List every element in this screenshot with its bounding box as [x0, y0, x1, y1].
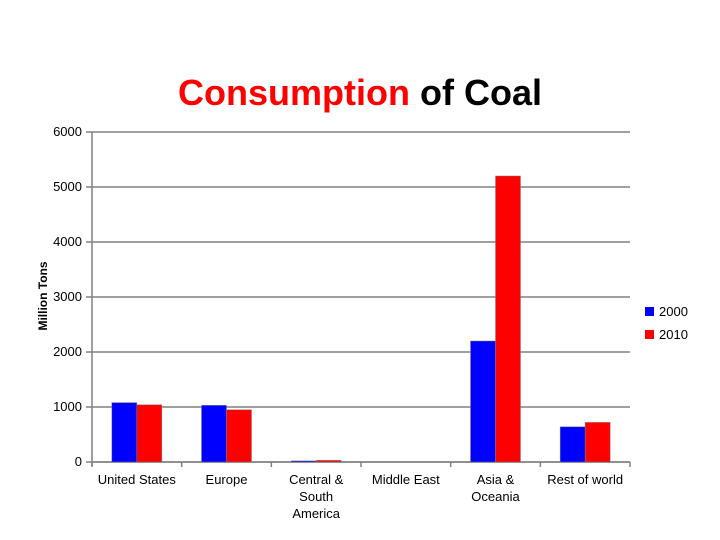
y-axis-title: Million Tons — [36, 261, 50, 330]
bar-2000 — [559, 426, 586, 463]
x-category-label: United States — [98, 472, 177, 487]
legend-label-2000: 2000 — [659, 304, 688, 319]
x-category-label-line: America — [292, 506, 340, 521]
x-category-label-line: Europe — [206, 472, 248, 487]
y-tick-label: 1000 — [53, 399, 82, 414]
legend-swatch-2010 — [645, 330, 654, 339]
x-category-label: Central & South America — [289, 472, 344, 521]
bar-2000 — [290, 460, 317, 463]
x-category-label-line: South — [299, 489, 333, 504]
x-category-label-line: Oceania — [471, 489, 520, 504]
chart-title-part-1: Consumption — [178, 72, 410, 113]
bar-2010 — [315, 460, 342, 463]
bar-2000 — [111, 402, 138, 463]
bar-2010 — [584, 422, 611, 463]
y-tick-label: 5000 — [53, 179, 82, 194]
x-category-label-line: United States — [98, 472, 177, 487]
bar-2010 — [226, 409, 252, 463]
x-category-label: Asia & Oceania — [471, 472, 520, 504]
x-category-label-line: Asia & — [477, 472, 515, 487]
legend-label-2010: 2010 — [659, 327, 688, 342]
chart-title-part-2: of Coal — [419, 72, 542, 113]
x-category-label-line: Central & — [289, 472, 344, 487]
bar-2010 — [495, 175, 521, 463]
x-category-label: Rest of world — [547, 472, 623, 487]
x-category-label-line: Rest of world — [547, 472, 623, 487]
y-tick-label: 4000 — [53, 234, 82, 249]
bar-2000 — [201, 405, 227, 463]
x-category-label: Middle East — [372, 472, 440, 487]
chart-title: Consumption of Coal — [0, 72, 720, 114]
y-tick-label: 2000 — [53, 344, 82, 359]
x-category-label: Europe — [206, 472, 248, 487]
x-category-label-line: Middle East — [372, 472, 440, 487]
legend-swatch-2000 — [645, 307, 654, 316]
bar-2010 — [136, 404, 163, 463]
y-tick-label: 6000 — [53, 124, 82, 139]
y-tick-label: 0 — [75, 454, 82, 469]
bar-2000 — [470, 340, 496, 463]
y-tick-label: 3000 — [53, 289, 82, 304]
